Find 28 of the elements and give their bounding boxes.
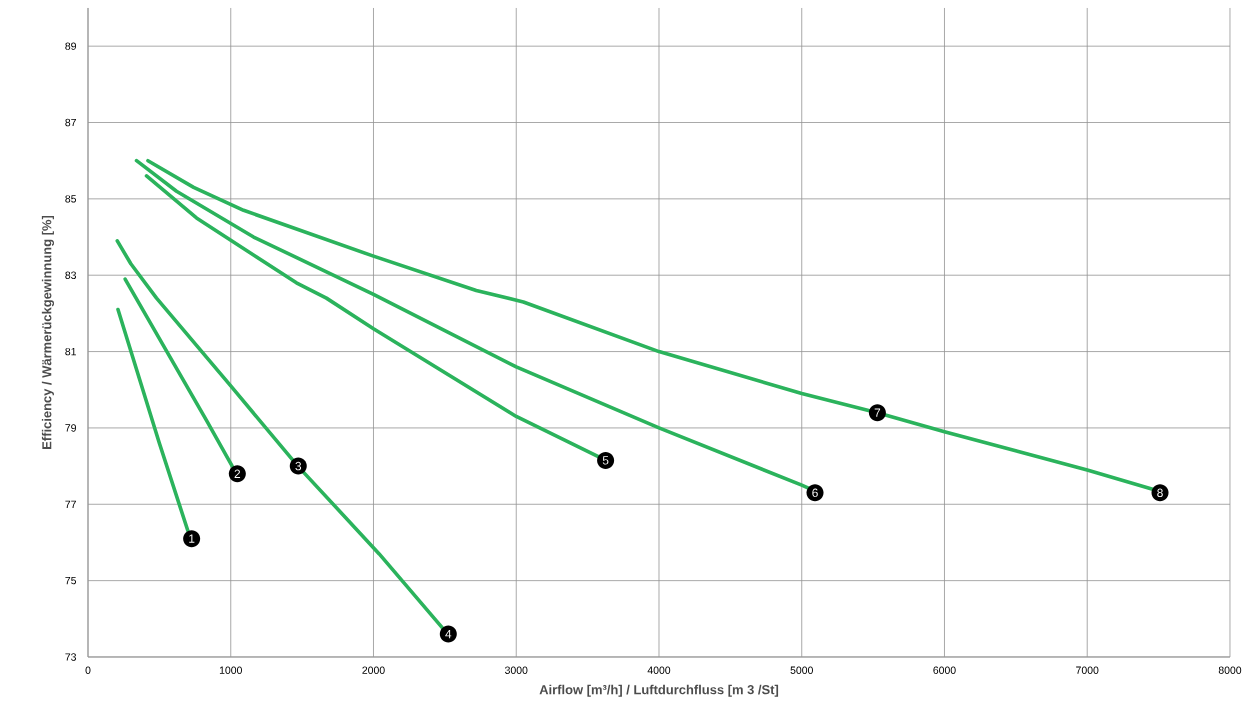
y-tick-label: 77 <box>65 500 76 508</box>
annotation: 7 <box>874 408 881 417</box>
annotation: 5 <box>602 456 609 465</box>
y-tick-label: 85 <box>65 195 77 203</box>
x-tick-label: 0 <box>85 666 91 674</box>
annotation: 3 <box>295 461 302 471</box>
y-tick-label: 79 <box>65 424 76 432</box>
y-tick-label: 73 <box>65 653 77 661</box>
x-tick-label: 5000 <box>790 666 813 674</box>
x-tick-label: 1000 <box>219 666 242 674</box>
annotation: 2 <box>234 469 241 478</box>
x-tick-label: 2000 <box>362 666 385 674</box>
y-tick-label: 75 <box>65 576 77 585</box>
annotation: 1 <box>189 534 195 543</box>
x-tick-label: 7000 <box>1076 666 1099 674</box>
y-axis-title: Efficiency / Wärmerückgewinnung [%] <box>41 215 55 449</box>
x-tick-label: 4000 <box>647 666 671 674</box>
y-tick-label: 81 <box>65 347 76 356</box>
y-tick-label: 87 <box>65 118 76 127</box>
x-axis-title: Airflow [m³/h] / Luftdurchfluss [m 3 /St] <box>539 684 779 697</box>
annotation: 8 <box>1157 488 1163 498</box>
x-tick-label: 3000 <box>505 666 528 674</box>
x-tick-label: 6000 <box>933 666 956 674</box>
y-tick-label: 89 <box>65 42 76 50</box>
annotation: 4 <box>445 629 452 639</box>
annotation: 6 <box>812 488 818 498</box>
x-tick-label: 8000 <box>1218 666 1242 674</box>
y-tick-label: 83 <box>65 271 77 279</box>
